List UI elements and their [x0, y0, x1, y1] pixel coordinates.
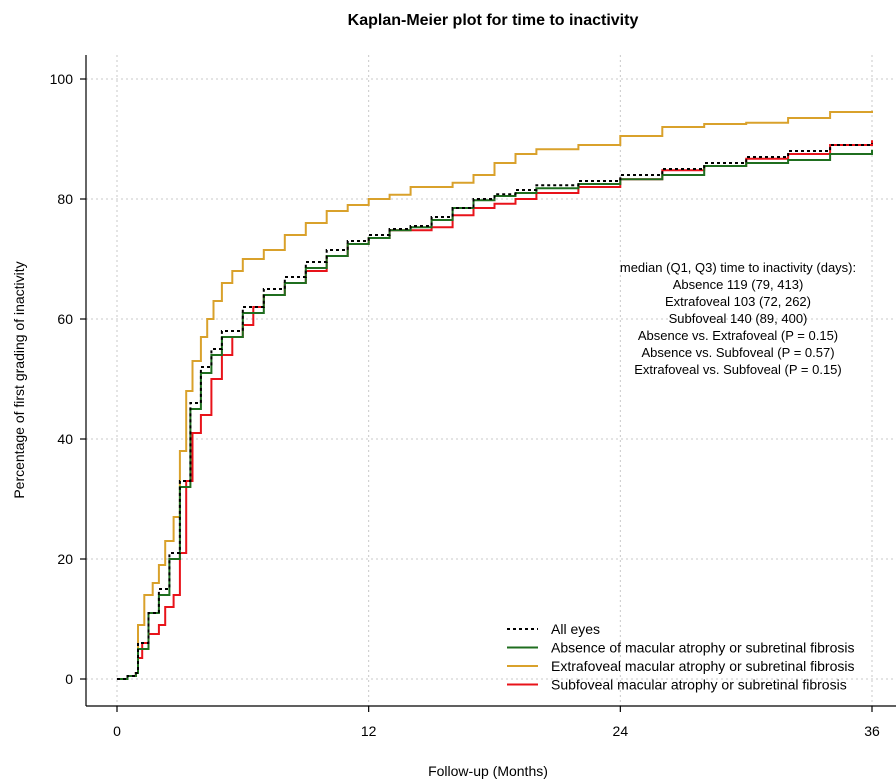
x-tick-label: 12 [361, 723, 377, 739]
axis-ticks: 0 12 24 36 0 20 40 60 80 100 [50, 71, 880, 739]
y-tick-label: 80 [57, 191, 73, 207]
y-tick-label: 100 [50, 71, 74, 87]
annotation-line: median (Q1, Q3) time to inactivity (days… [620, 260, 856, 275]
x-tick-label: 0 [113, 723, 121, 739]
chart-title: Kaplan-Meier plot for time to inactivity [348, 12, 639, 29]
y-tick-label: 40 [57, 431, 73, 447]
y-axis-label: Percentage of first grading of inactivit… [11, 261, 27, 498]
x-tick-label: 24 [613, 723, 629, 739]
annotation-line: Absence vs. Subfoveal (P = 0.57) [641, 345, 834, 360]
km-curve-1 [117, 149, 873, 680]
y-tick-label: 20 [57, 551, 73, 567]
legend-label: Absence of macular atrophy or subretinal… [551, 640, 854, 656]
x-axis-label: Follow-up (Months) [428, 763, 548, 779]
gridlines [86, 55, 896, 706]
annotation-line: Extrafoveal vs. Subfoveal (P = 0.15) [634, 362, 842, 377]
annotation-line: Absence vs. Extrafoveal (P = 0.15) [638, 328, 838, 343]
annotation-block: median (Q1, Q3) time to inactivity (days… [620, 260, 856, 377]
legend-label: All eyes [551, 621, 600, 637]
legend-label: Subfoveal macular atrophy or subretinal … [551, 677, 847, 693]
legend-label: Extrafoveal macular atrophy or subretina… [551, 658, 854, 674]
km-curve-3 [117, 140, 873, 680]
legend: All eyes Absence of macular atrophy or su… [507, 621, 854, 693]
km-curve-2 [117, 110, 873, 680]
x-tick-label: 36 [864, 723, 880, 739]
annotation-line: Absence 119 (79, 413) [673, 277, 804, 292]
y-tick-label: 60 [57, 311, 73, 327]
series-lines [117, 110, 873, 680]
km-curve-0 [117, 143, 873, 680]
annotation-line: Subfoveal 140 (89, 400) [669, 311, 808, 326]
y-tick-label: 0 [65, 671, 73, 687]
annotation-line: Extrafoveal 103 (72, 262) [665, 294, 811, 309]
